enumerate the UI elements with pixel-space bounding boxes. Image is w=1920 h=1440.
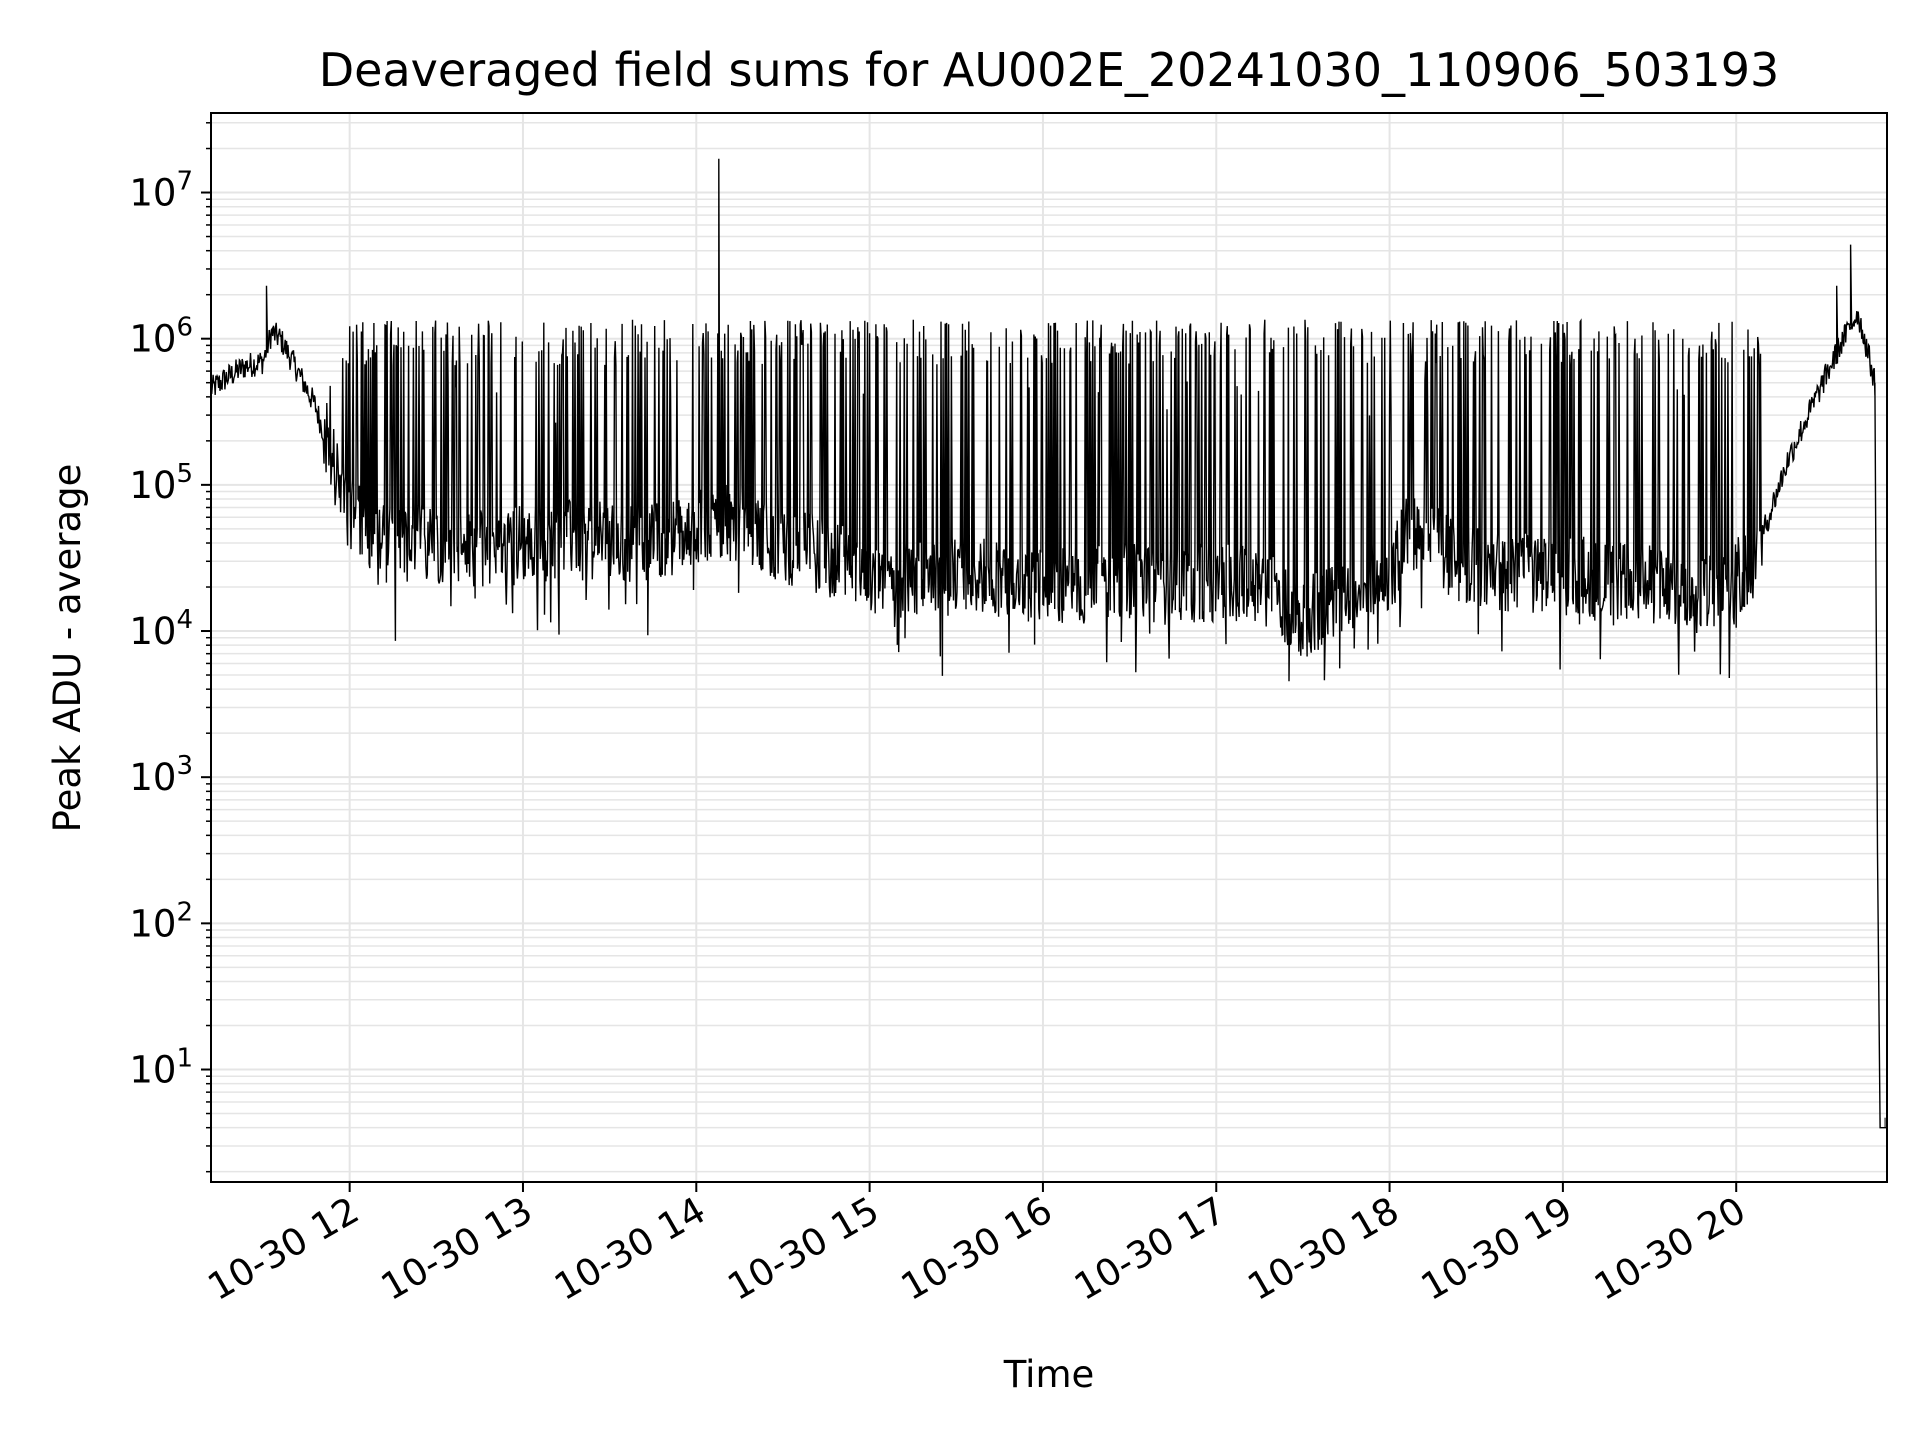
y-tick-label: 104 — [129, 605, 193, 653]
y-tick-label: 103 — [129, 751, 193, 799]
y-tick-label: 101 — [129, 1044, 193, 1092]
grid-layer — [211, 113, 1887, 1182]
y-tick-label: 106 — [129, 313, 193, 361]
y-tick-label: 107 — [129, 167, 193, 215]
x-tick-label: 10-30 19 — [1414, 1189, 1580, 1309]
x-tick-label: 10-30 17 — [1067, 1189, 1233, 1309]
y-tick-label: 102 — [129, 897, 193, 945]
x-tick-label: 10-30 15 — [721, 1189, 887, 1309]
x-axis-label: Time — [1003, 1353, 1095, 1396]
chart-title: Deaveraged field sums for AU002E_2024103… — [319, 43, 1779, 97]
x-tick-label: 10-30 13 — [374, 1189, 540, 1309]
y-axis-label: Peak ADU - average — [46, 464, 89, 833]
x-tick-label: 10-30 18 — [1241, 1189, 1407, 1309]
series-line — [210, 158, 1887, 1129]
plot-frame — [210, 112, 1888, 1183]
x-tick-label: 10-30 20 — [1587, 1189, 1753, 1309]
x-tick-label: 10-30 14 — [547, 1189, 713, 1309]
ticks-layer: 10-30 12 10-30 13 10-30 14 10-30 15 10-30 16… — [129, 122, 1753, 1309]
x-tick-label: 10-30 16 — [894, 1189, 1060, 1309]
x-tick-label: 10-30 12 — [201, 1189, 367, 1309]
series-layer — [210, 158, 1887, 1129]
y-tick-label: 105 — [129, 459, 193, 507]
